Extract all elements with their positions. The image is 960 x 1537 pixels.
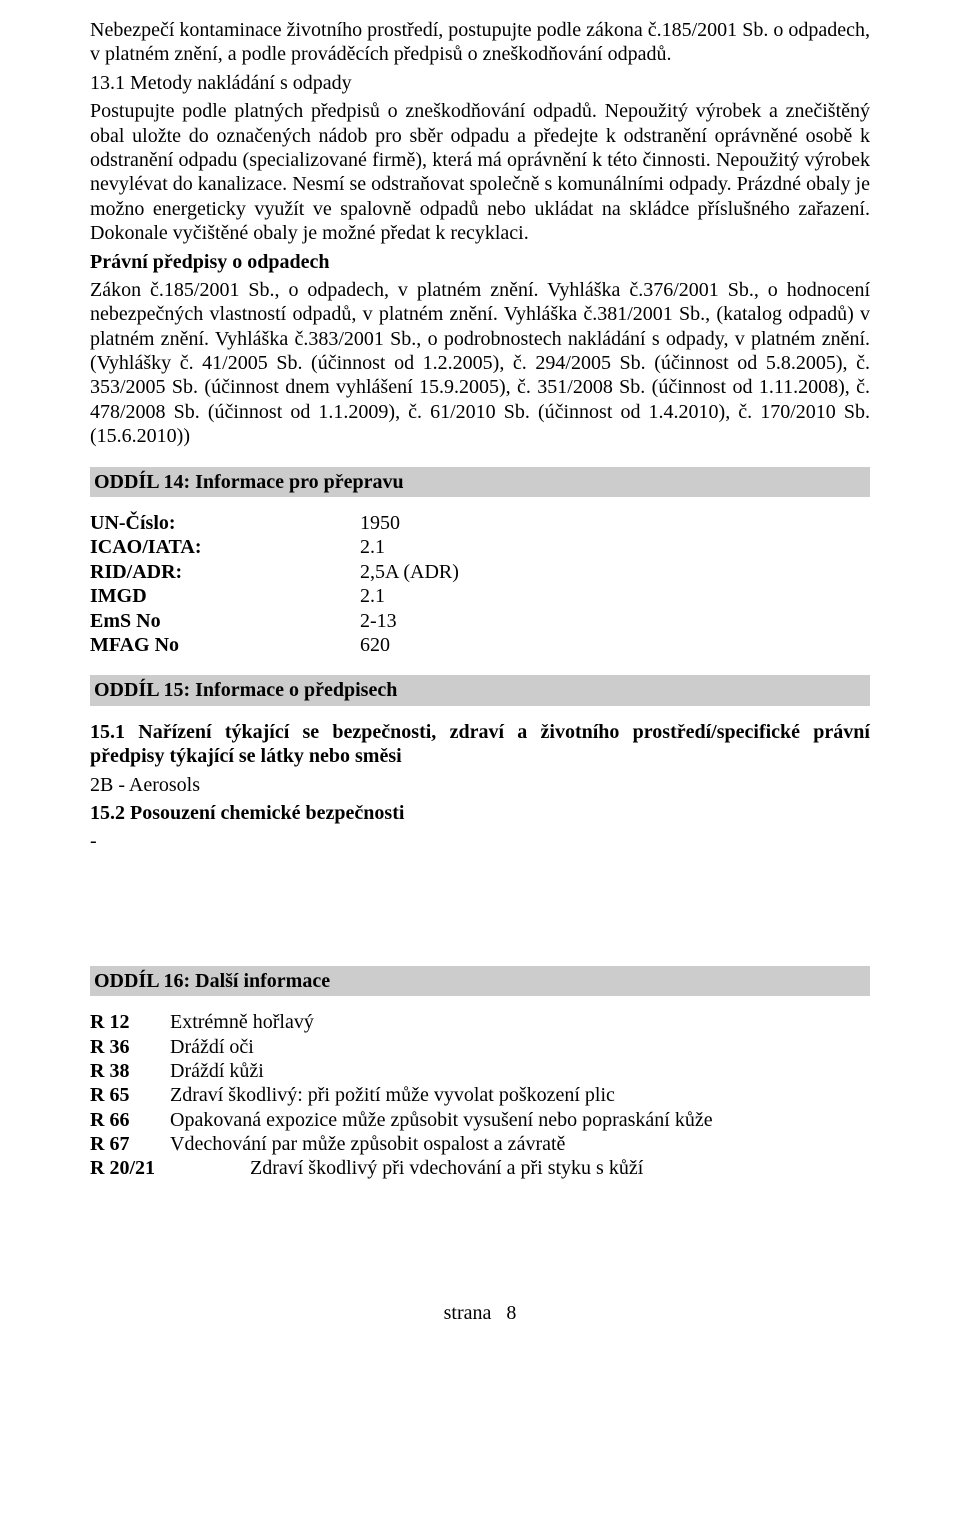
- r-code: R 20/21: [90, 1156, 250, 1180]
- kv-row: UN-Číslo: 1950: [90, 511, 870, 535]
- r-phrases-list: R 12 Extrémně hořlavý R 36 Dráždí oči R …: [90, 1010, 870, 1181]
- r-code: R 12: [90, 1010, 170, 1034]
- kv-row: IMGD 2.1: [90, 584, 870, 608]
- section-15-2-heading: 15.2 Posouzení chemické bezpečnosti: [90, 801, 870, 825]
- kv-label: ICAO/IATA:: [90, 535, 360, 559]
- section-15-title: ODDÍL 15: Informace o předpisech: [90, 675, 870, 705]
- footer-label: strana: [444, 1302, 492, 1324]
- section-14-title: ODDÍL 14: Informace pro přepravu: [90, 467, 870, 497]
- transport-kv-list: UN-Číslo: 1950 ICAO/IATA: 2.1 RID/ADR: 2…: [90, 511, 870, 657]
- legal-heading: Právní předpisy o odpadech: [90, 250, 870, 274]
- intro-paragraph-2: Postupujte podle platných předpisů o zne…: [90, 99, 870, 245]
- kv-row: RID/ADR: 2,5A (ADR): [90, 560, 870, 584]
- kv-value: 620: [360, 633, 870, 657]
- section-15-1-heading: 15.1 Nařízení týkající se bezpečnosti, z…: [90, 720, 870, 769]
- page-footer: strana 8: [90, 1301, 870, 1325]
- r-row: R 66 Opakovaná expozice může způsobit vy…: [90, 1108, 870, 1132]
- kv-label: RID/ADR:: [90, 560, 360, 584]
- r-row: R 20/21 Zdraví škodlivý při vdechování a…: [90, 1156, 870, 1180]
- kv-value: 2.1: [360, 584, 870, 608]
- kv-value: 2-13: [360, 609, 870, 633]
- kv-value: 2,5A (ADR): [360, 560, 870, 584]
- section-16-title: ODDÍL 16: Další informace: [90, 966, 870, 996]
- r-text: Opakovaná expozice může způsobit vysušen…: [170, 1108, 870, 1132]
- r-row: R 65 Zdraví škodlivý: při požití může vy…: [90, 1083, 870, 1107]
- r-code: R 65: [90, 1083, 170, 1107]
- section-15-aerosols: 2B - Aerosols: [90, 773, 870, 797]
- intro-paragraph-1: Nebezpečí kontaminace životního prostřed…: [90, 18, 870, 67]
- kv-row: ICAO/IATA: 2.1: [90, 535, 870, 559]
- kv-row: MFAG No 620: [90, 633, 870, 657]
- r-row: R 12 Extrémně hořlavý: [90, 1010, 870, 1034]
- intro-paragraph-3: Zákon č.185/2001 Sb., o odpadech, v plat…: [90, 278, 870, 449]
- r-code: R 66: [90, 1108, 170, 1132]
- r-code: R 38: [90, 1059, 170, 1083]
- r-row: R 38 Dráždí kůži: [90, 1059, 870, 1083]
- r-text: Dráždí kůži: [170, 1059, 870, 1083]
- methods-heading: 13.1 Metody nakládání s odpady: [90, 71, 870, 95]
- r-text: Zdraví škodlivý při vdechování a při sty…: [250, 1156, 870, 1180]
- kv-label: IMGD: [90, 584, 360, 608]
- r-text: Vdechování par může způsobit ospalost a …: [170, 1132, 870, 1156]
- kv-label: EmS No: [90, 609, 360, 633]
- r-text: Zdraví škodlivý: při požití může vyvolat…: [170, 1083, 870, 1107]
- r-text: Extrémně hořlavý: [170, 1010, 870, 1034]
- r-code: R 36: [90, 1035, 170, 1059]
- kv-value: 2.1: [360, 535, 870, 559]
- r-row: R 36 Dráždí oči: [90, 1035, 870, 1059]
- kv-label: MFAG No: [90, 633, 360, 657]
- r-text: Dráždí oči: [170, 1035, 870, 1059]
- kv-row: EmS No 2-13: [90, 609, 870, 633]
- r-code: R 67: [90, 1132, 170, 1156]
- section-15-dash: -: [90, 829, 870, 853]
- kv-value: 1950: [360, 511, 870, 535]
- r-row: R 67 Vdechování par může způsobit ospalo…: [90, 1132, 870, 1156]
- footer-page-number: 8: [506, 1302, 516, 1324]
- kv-label: UN-Číslo:: [90, 511, 360, 535]
